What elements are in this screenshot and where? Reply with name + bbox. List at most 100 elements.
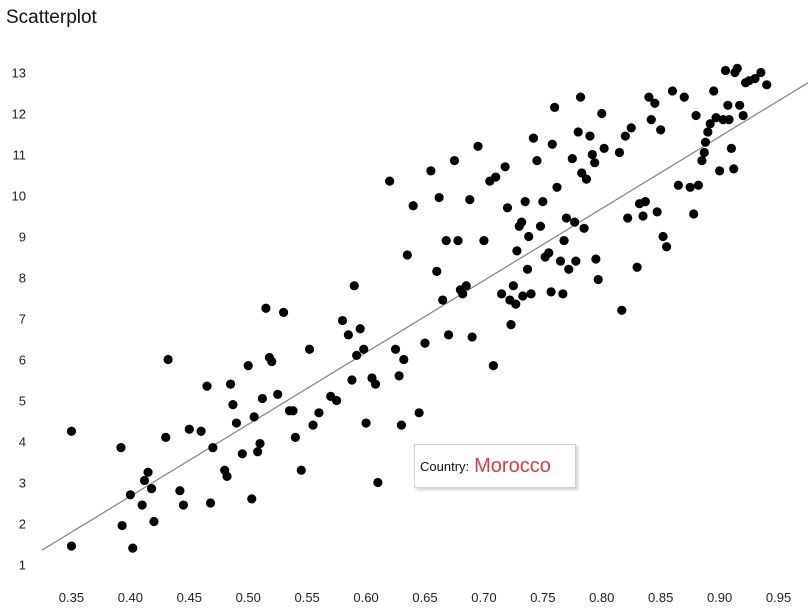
data-point[interactable] xyxy=(66,541,77,551)
data-point[interactable] xyxy=(689,209,699,219)
data-point[interactable] xyxy=(267,356,277,367)
data-point[interactable] xyxy=(646,115,656,125)
data-point[interactable] xyxy=(564,264,574,274)
data-point[interactable] xyxy=(599,143,609,153)
data-point[interactable] xyxy=(640,197,650,207)
data-point[interactable] xyxy=(225,379,236,389)
data-point[interactable] xyxy=(658,231,668,242)
data-point[interactable] xyxy=(175,486,185,496)
data-point[interactable] xyxy=(488,361,498,371)
data-point[interactable] xyxy=(547,139,557,149)
data-point[interactable] xyxy=(532,156,542,166)
data-point[interactable] xyxy=(546,287,556,297)
data-point[interactable] xyxy=(517,217,527,227)
data-point[interactable] xyxy=(697,156,707,166)
data-point[interactable] xyxy=(237,449,247,459)
data-point[interactable] xyxy=(587,149,597,160)
data-point[interactable] xyxy=(247,494,257,504)
data-point[interactable] xyxy=(228,400,238,410)
data-point[interactable] xyxy=(711,113,721,123)
data-point[interactable] xyxy=(522,264,533,274)
data-point[interactable] xyxy=(355,324,365,334)
data-point[interactable] xyxy=(117,520,127,531)
data-point[interactable] xyxy=(399,354,409,365)
data-point[interactable] xyxy=(296,465,306,475)
data-point[interactable] xyxy=(184,424,194,434)
data-point[interactable] xyxy=(304,344,315,354)
data-point[interactable] xyxy=(273,389,283,399)
data-point[interactable] xyxy=(479,236,489,246)
data-point[interactable] xyxy=(370,379,381,389)
data-point[interactable] xyxy=(253,447,263,457)
data-point[interactable] xyxy=(617,305,627,315)
data-point[interactable] xyxy=(559,236,569,246)
data-point[interactable] xyxy=(597,108,607,119)
data-point[interactable] xyxy=(443,330,454,340)
data-point[interactable] xyxy=(337,315,348,326)
data-point[interactable] xyxy=(585,131,595,141)
data-point[interactable] xyxy=(555,256,566,266)
data-point[interactable] xyxy=(420,338,430,348)
data-point[interactable] xyxy=(762,80,772,90)
data-point[interactable] xyxy=(465,195,475,205)
data-point[interactable] xyxy=(290,432,300,442)
data-point[interactable] xyxy=(149,516,159,527)
data-point[interactable] xyxy=(473,141,483,151)
data-point[interactable] xyxy=(163,354,173,365)
data-point[interactable] xyxy=(726,143,737,153)
data-point[interactable] xyxy=(715,166,725,176)
data-point[interactable] xyxy=(732,63,742,73)
data-point[interactable] xyxy=(705,119,715,129)
data-point[interactable] xyxy=(349,281,359,291)
data-point[interactable] xyxy=(623,213,633,223)
data-point[interactable] xyxy=(520,197,530,207)
data-point[interactable] xyxy=(257,393,267,404)
data-point[interactable] xyxy=(288,406,298,416)
data-point[interactable] xyxy=(656,125,666,135)
data-point[interactable] xyxy=(511,299,521,309)
data-point[interactable] xyxy=(453,236,463,246)
data-point[interactable] xyxy=(402,250,412,260)
data-point[interactable] xyxy=(579,223,589,233)
data-point[interactable] xyxy=(278,307,289,317)
data-point[interactable] xyxy=(143,467,153,477)
data-point[interactable] xyxy=(638,211,648,221)
data-point[interactable] xyxy=(458,289,468,299)
data-point[interactable] xyxy=(679,92,689,102)
data-point[interactable] xyxy=(567,154,577,164)
data-point[interactable] xyxy=(202,381,212,391)
data-point[interactable] xyxy=(408,201,418,211)
data-point[interactable] xyxy=(449,156,460,166)
data-point[interactable] xyxy=(506,320,516,330)
data-point[interactable] xyxy=(208,443,218,453)
data-point[interactable] xyxy=(593,274,603,285)
data-point[interactable] xyxy=(591,254,601,264)
data-point[interactable] xyxy=(552,182,562,192)
data-point[interactable] xyxy=(359,344,369,354)
data-point[interactable] xyxy=(724,115,734,125)
data-point[interactable] xyxy=(709,86,719,96)
data-point[interactable] xyxy=(667,86,678,96)
data-point[interactable] xyxy=(699,147,709,158)
data-point[interactable] xyxy=(308,420,318,430)
data-point[interactable] xyxy=(396,420,407,430)
data-point[interactable] xyxy=(661,242,672,252)
data-point[interactable] xyxy=(575,92,586,102)
data-point[interactable] xyxy=(161,432,171,442)
data-point[interactable] xyxy=(561,213,572,223)
data-point[interactable] xyxy=(491,172,501,182)
data-point[interactable] xyxy=(544,248,554,258)
data-point[interactable] xyxy=(394,371,404,381)
data-point[interactable] xyxy=(352,350,362,360)
data-point[interactable] xyxy=(231,418,242,428)
data-point[interactable] xyxy=(703,127,713,137)
data-point[interactable] xyxy=(685,182,695,192)
data-point[interactable] xyxy=(390,344,401,354)
data-point[interactable] xyxy=(538,197,548,207)
data-point[interactable] xyxy=(222,471,232,481)
data-point[interactable] xyxy=(535,221,546,231)
data-point[interactable] xyxy=(508,281,518,291)
data-point[interactable] xyxy=(146,484,157,494)
data-point[interactable] xyxy=(139,475,150,486)
data-point[interactable] xyxy=(750,74,760,84)
